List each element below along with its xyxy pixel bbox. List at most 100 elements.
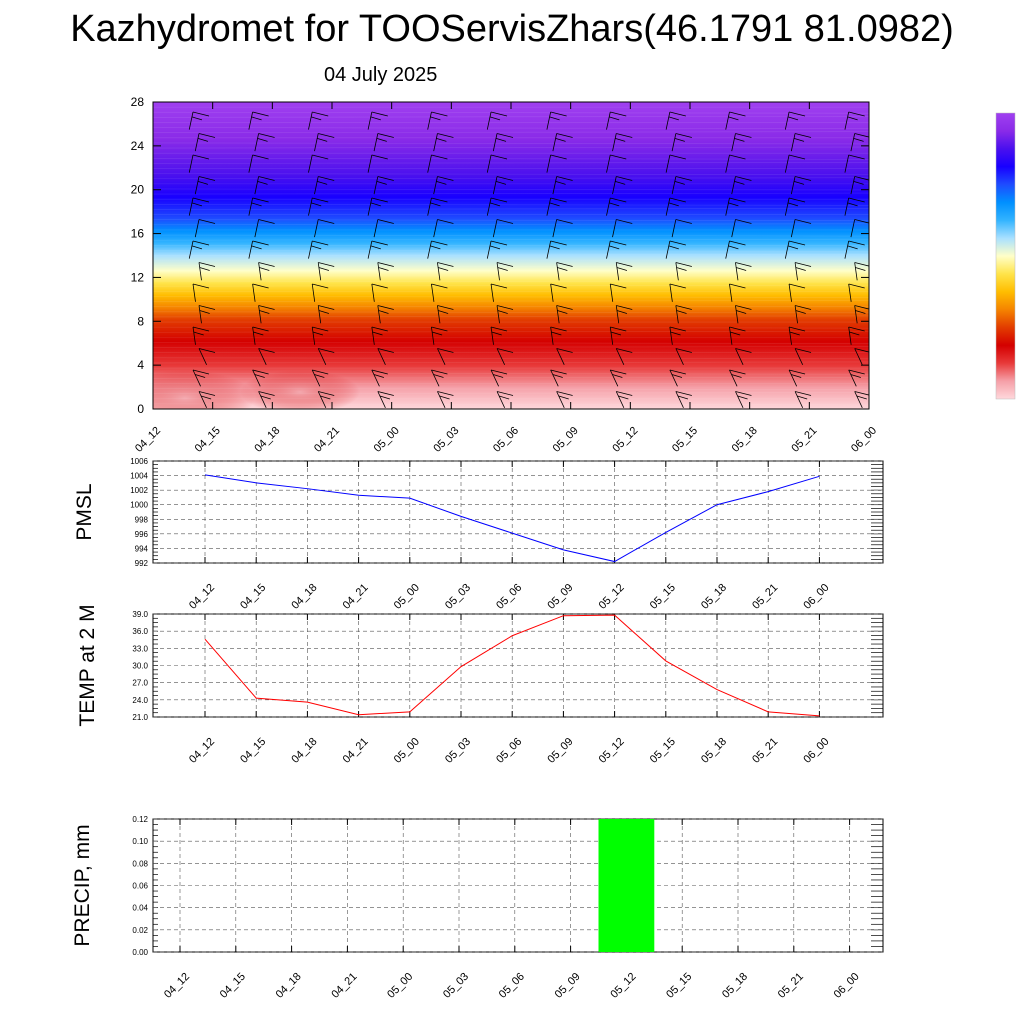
wind-barb [314, 133, 319, 152]
y-tick-label: 0 [137, 402, 144, 416]
wind-barb-flag [194, 374, 206, 378]
wind-barb [311, 326, 316, 345]
wind-barb [437, 305, 441, 324]
x-tick-label: 06_00 [801, 736, 831, 766]
wind-barb [377, 305, 381, 324]
contour-line [153, 234, 869, 237]
contour-line [153, 204, 869, 206]
wind-barb [192, 369, 201, 387]
wind-barb-flag [556, 176, 573, 181]
wind-barb [258, 391, 267, 408]
y-tick-label: 996 [135, 530, 149, 539]
wind-barb-flag [849, 331, 860, 336]
x-tick-label: 05_18 [699, 582, 729, 612]
x-tick-label: 05_00 [392, 582, 422, 612]
wind-barb [615, 305, 620, 324]
wind-barb-flag [198, 219, 216, 224]
x-tick-label: 04_18 [252, 425, 282, 455]
wind-barb-flag [198, 262, 216, 267]
wind-barb-flag [252, 154, 269, 160]
wind-barb-flag [312, 369, 329, 375]
wind-barb-flag [372, 331, 383, 336]
wind-barb-flag [793, 138, 805, 142]
wind-barb-flag [432, 331, 443, 336]
wind-barb-flag [490, 154, 508, 160]
wind-barb-flag [549, 116, 560, 121]
wind-barb-flag [490, 111, 508, 117]
wind-barb [556, 391, 565, 408]
wind-barb-flag [192, 154, 210, 160]
contour-line [153, 330, 869, 333]
wind-barb-flag [609, 202, 620, 207]
wind-barb-flag [729, 154, 746, 160]
wind-barb [848, 326, 852, 345]
cross-section-heatmap: 0 4 8 12 16 20 24 28 04_12 04_15 04_18 04_21 05_00 05… [131, 95, 879, 455]
wind-barb-flag [616, 219, 633, 224]
wind-barb-flag [669, 326, 686, 332]
wind-barb [612, 219, 617, 238]
y-tick-label: 992 [135, 559, 149, 568]
y-tick-label: 28 [131, 95, 145, 109]
wind-barb-flag [731, 374, 742, 378]
wind-barb-flag [493, 374, 504, 378]
wind-barb [848, 283, 852, 302]
y-tick-label: 4 [137, 358, 144, 372]
wind-barb-flag [610, 283, 627, 289]
wind-barb [790, 219, 796, 238]
wind-barb [606, 111, 611, 130]
wind-barb [198, 305, 202, 324]
wind-barb-flag [609, 245, 620, 250]
wind-barb [609, 369, 619, 387]
wind-barb [844, 154, 850, 173]
wind-barb [794, 262, 798, 281]
wind-barb [198, 348, 207, 365]
wind-barb-flag [489, 116, 501, 121]
y-tick-label: 1004 [130, 472, 148, 481]
wind-barb-flag [318, 391, 335, 396]
wind-barb-flag [735, 176, 752, 181]
wind-barb-flag [371, 369, 388, 375]
wind-barb [665, 154, 671, 173]
wind-barb-flag [197, 138, 209, 142]
y-tick-label: 36.0 [132, 627, 148, 636]
y-tick-label: 998 [135, 515, 149, 524]
x-tick-label: 04_18 [289, 582, 319, 612]
wind-barb [788, 283, 792, 302]
x-tick-label: 04_15 [218, 971, 248, 1001]
wind-barb-flag [668, 245, 679, 250]
wind-barb-flag [556, 133, 573, 138]
wind-barb-flag [371, 111, 388, 117]
wind-barb-flag [795, 267, 806, 271]
contour-line [153, 127, 869, 129]
wind-barb-flag [496, 219, 514, 224]
wind-barb-flag [439, 395, 450, 400]
wind-barb-flag [728, 116, 739, 121]
wind-barb-flag [610, 111, 627, 117]
temp-chart: 21.0 24.0 27.0 30.0 33.0 36.0 39.0 04_12 04_15 04… [76, 604, 884, 766]
wind-barb [725, 197, 730, 216]
y-tick-label: 27.0 [132, 679, 148, 688]
wind-barb-flag [318, 267, 330, 271]
wind-barb-flag [318, 176, 335, 181]
wind-barb-flag [378, 310, 389, 314]
y-tick-label: 20 [131, 183, 145, 197]
wind-barb [311, 283, 316, 302]
wind-barb-flag [788, 283, 806, 289]
wind-barb-flag [192, 326, 210, 332]
x-tick-label: 04_12 [187, 736, 217, 766]
wind-barb-flag [198, 176, 216, 181]
contour-line [153, 219, 869, 221]
wind-barb-flag [437, 176, 454, 181]
wind-barb-flag [377, 133, 394, 138]
wind-barb [317, 391, 327, 408]
wind-barb-flag [677, 395, 689, 400]
x-tick-label: 05_09 [545, 736, 575, 766]
wind-barb [552, 133, 558, 152]
wind-barb [735, 348, 744, 365]
wind-barb [317, 348, 327, 365]
wind-barb [606, 240, 611, 259]
wind-barb-flag [669, 283, 686, 289]
x-tick-label: 04_12 [133, 425, 163, 455]
wind-barb-flag [251, 202, 262, 207]
